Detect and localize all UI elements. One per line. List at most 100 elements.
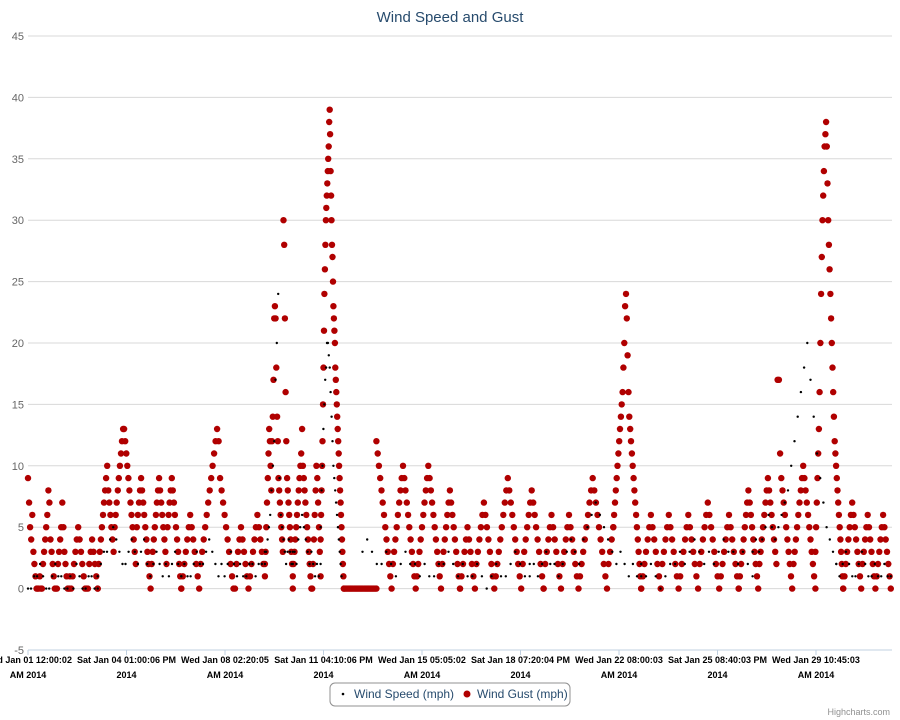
speed-point [312,562,315,566]
gust-point [210,450,218,457]
gust-point [784,536,791,543]
gust-point [825,217,832,224]
speed-point [201,562,205,566]
gust-point [268,438,276,445]
gust-point [408,548,416,555]
gust-point [61,548,68,555]
gust-point [810,573,818,580]
gust-point [699,536,707,543]
gust-point [321,266,329,273]
speed-point [490,575,493,578]
legend[interactable]: Wind Speed (mph) Wind Gust (mph) [329,682,571,707]
gust-point [812,524,820,531]
speed-point [293,550,296,553]
speed-point [509,562,512,566]
gust-point [45,487,52,494]
gust-point [651,536,658,543]
gust-point [325,155,332,162]
speed-point [456,575,460,578]
gust-point [762,499,769,506]
gust-point [841,573,848,580]
gust-point [57,536,64,543]
credits-link[interactable]: Highcharts.com [827,707,890,717]
speed-point [722,538,725,541]
gust-point [795,511,802,519]
gust-point [389,560,397,568]
gust-point [292,536,299,543]
speed-point [226,562,229,566]
speed-point [274,378,277,381]
speed-point [130,538,133,541]
gust-point [691,560,698,568]
gust-point [137,474,145,482]
gust-point [43,524,50,531]
gust-point [144,548,151,555]
gust-point [263,524,270,531]
speed-point [180,575,183,578]
speed-point [327,354,330,357]
y-tick-label: 5 [18,522,24,534]
gust-point [70,560,78,568]
gust-point [329,253,336,261]
speed-point [177,562,180,566]
speed-point [461,562,464,566]
gust-point [426,474,433,482]
gust-point [686,524,694,531]
speed-point [883,562,886,566]
gust-point [785,548,792,555]
gust-point [28,536,35,543]
speed-point [528,562,531,566]
speed-point [847,562,851,566]
gust-point [482,511,489,519]
gust-point [647,511,655,519]
speed-point [423,562,426,566]
gust-point [251,536,258,543]
gust-point [284,487,291,494]
speed-point [242,575,245,578]
gust-point [532,524,540,531]
speed-point [283,550,286,553]
speed-point [673,562,677,566]
gust-point [849,499,856,506]
gust-point [830,388,837,396]
gust-point [420,511,427,519]
legend-marker-wind-speed [341,692,345,696]
speed-point [208,538,211,541]
gust-point [179,573,186,580]
speed-point [189,575,192,578]
gust-point [595,524,603,531]
gust-point [659,560,666,568]
gust-point [861,536,869,543]
gust-point [114,487,122,494]
gust-point [756,560,763,568]
speed-point [139,550,143,553]
gust-point [309,585,316,592]
gust-point [565,511,573,519]
gust-point [428,499,436,506]
x-tick-label: Wed Jan 22 08:00:03 [575,655,663,665]
speed-point [282,538,285,541]
gust-point [221,511,228,519]
speed-point [703,562,706,566]
gust-point [272,315,279,322]
gust-point [627,438,635,445]
speed-point [136,562,140,566]
legend-item-wind-gust[interactable]: Wind Gust (mph) [463,687,568,701]
gust-point [882,536,889,543]
speed-point [828,538,831,541]
gust-point [685,511,692,519]
legend-marker-wind-gust [463,690,471,698]
gust-point [161,536,168,543]
gust-point [100,499,108,506]
speed-point [741,550,745,553]
gust-point [498,524,505,531]
speed-point [774,538,777,541]
speed-point [72,587,75,590]
gust-point [804,511,812,519]
speed-point [864,562,867,566]
legend-item-wind-speed[interactable]: Wind Speed (mph) [341,687,454,701]
gust-point [654,560,661,568]
grid-lines [28,35,892,651]
speed-point [81,587,84,590]
gust-point [662,536,669,543]
